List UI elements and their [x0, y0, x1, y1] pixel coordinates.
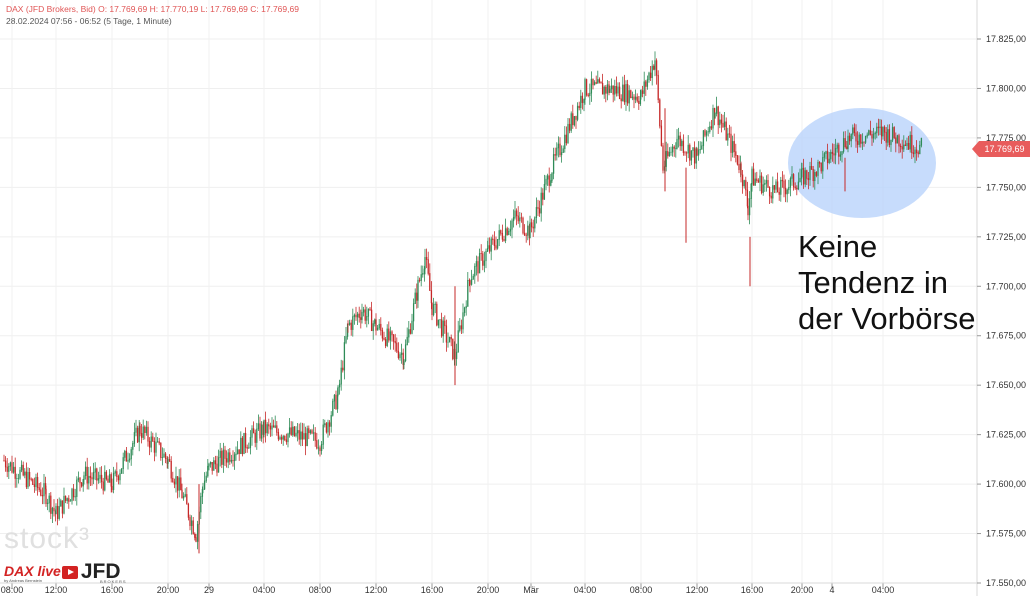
chart-header-range: 28.02.2024 07:56 - 06:52 (5 Tage, 1 Minu…	[6, 16, 172, 26]
y-tick-label: 17.550,00	[986, 578, 1026, 588]
y-tick-label: 17.750,00	[986, 182, 1026, 192]
y-axis: 17.825,00 17.800,00 17.775,00 17.750,00 17.7…	[977, 34, 1026, 588]
dax-live-logo: DAX live JFD by Andreas Bernstein BROKERS	[4, 560, 126, 584]
watermark: stock³	[4, 522, 91, 555]
x-tick-label: 08:00	[630, 585, 653, 595]
play-icon	[61, 565, 78, 579]
x-tick-label: 29	[204, 585, 214, 595]
y-tick-label: 17.675,00	[986, 331, 1026, 341]
x-tick-label: Mär	[523, 585, 539, 595]
x-tick-label: 16:00	[421, 585, 444, 595]
y-tick-label: 17.725,00	[986, 232, 1026, 242]
chart-header-ohlc: DAX (JFD Brokers, Bid) O: 17.769,69 H: 1…	[6, 4, 299, 14]
x-tick-label: 08:00	[1, 585, 24, 595]
x-tick-label: 04:00	[253, 585, 276, 595]
x-tick-label: 4	[829, 585, 834, 595]
x-tick-label: 20:00	[791, 585, 814, 595]
y-tick-label: 17.600,00	[986, 479, 1026, 489]
logo-brand-sub: BROKERS	[100, 579, 127, 584]
x-tick-label: 12:00	[686, 585, 709, 595]
x-tick-label: 12:00	[365, 585, 388, 595]
price-tag-pointer	[972, 141, 979, 157]
logo-text: DAX live	[4, 563, 61, 580]
annotation-text: Keine Tendenz in der Vorbörse	[798, 229, 976, 336]
x-tick-label: 12:00	[45, 585, 68, 595]
y-tick-label: 17.800,00	[986, 83, 1026, 93]
x-tick-label: 04:00	[872, 585, 895, 595]
current-price-tag: 17.769,69	[979, 141, 1030, 157]
x-tick-label: 20:00	[157, 585, 180, 595]
x-tick-label: 16:00	[101, 585, 124, 595]
y-tick-label: 17.650,00	[986, 380, 1026, 390]
x-tick-label: 16:00	[741, 585, 764, 595]
logo-subtitle: by Andreas Bernstein	[4, 578, 43, 583]
y-tick-label: 17.825,00	[986, 34, 1026, 44]
y-tick-label: 17.575,00	[986, 529, 1026, 539]
x-tick-label: 04:00	[574, 585, 597, 595]
price-series	[3, 51, 923, 554]
y-tick-label: 17.700,00	[986, 281, 1026, 291]
x-axis: 08:00 12:00 16:00 20:00 29 04:00 08:00 12:00 16:…	[0, 582, 977, 595]
y-tick-label: 17.775,00	[986, 133, 1026, 143]
x-tick-label: 20:00	[477, 585, 500, 595]
jfd-logo: JFD	[80, 560, 121, 583]
x-tick-label: 08:00	[309, 585, 332, 595]
y-tick-label: 17.625,00	[986, 430, 1026, 440]
